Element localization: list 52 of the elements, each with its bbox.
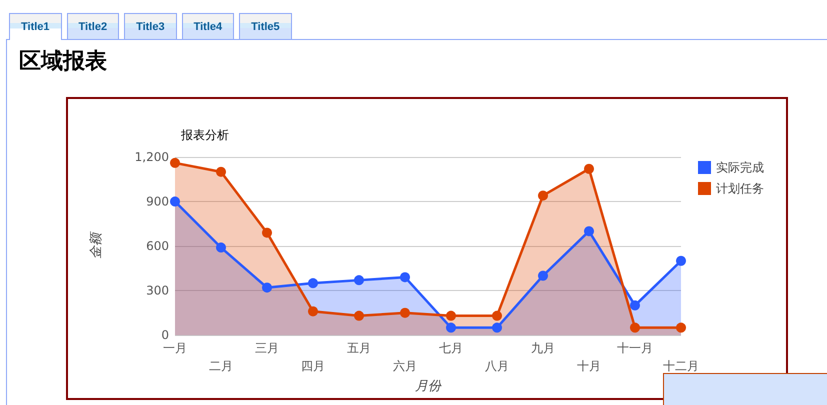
text: Title3: [124, 13, 177, 39]
x-tick-label: 二月: [209, 359, 233, 374]
text: Title5: [239, 13, 292, 39]
text: Title1: [9, 13, 62, 40]
point: [492, 322, 502, 333]
x-tick-label: 一月: [163, 341, 187, 356]
point: [216, 166, 226, 177]
point: [584, 226, 594, 236]
point: [630, 322, 640, 333]
x-tick-label: 十月: [577, 359, 601, 374]
point: [538, 190, 548, 201]
point: [170, 196, 180, 207]
point: [446, 310, 456, 321]
point: [492, 310, 502, 321]
point: [262, 228, 272, 238]
y-tick-label: 900: [146, 194, 169, 209]
point: [170, 158, 180, 168]
chart-title: 区域报表: [19, 48, 107, 76]
x-tick-label: 十二月: [663, 359, 699, 374]
y-tick-label: 0: [161, 328, 169, 342]
y-tick-label: 1,200: [134, 150, 169, 164]
chart-subtitle: 报表分析: [180, 128, 229, 142]
point: [400, 272, 410, 282]
point: [446, 322, 456, 333]
y-axis-title: 金额: [89, 231, 104, 260]
x-tick-label: 四月: [301, 359, 325, 374]
point: [308, 306, 318, 316]
point: [354, 275, 364, 286]
x-tick-label: 五月: [347, 341, 371, 356]
point: [676, 256, 686, 266]
x-axis-title: 月份: [415, 379, 442, 394]
x-tick-label: 六月: [393, 359, 417, 374]
y-tick-label: 300: [146, 284, 169, 298]
text: Title2: [66, 13, 120, 39]
legend-label: 计划任务: [716, 182, 764, 196]
point: [584, 164, 594, 174]
x-tick-label: 七月: [439, 341, 463, 356]
point: [630, 300, 640, 310]
point: [400, 308, 410, 318]
legend-label: 实际完成: [716, 160, 764, 174]
point: [262, 282, 272, 293]
text: Title4: [182, 13, 234, 39]
point: [216, 242, 226, 253]
point: [676, 322, 686, 333]
point: [354, 310, 364, 321]
y-tick-label: 600: [146, 239, 169, 254]
x-tick-label: 八月: [485, 359, 509, 374]
point: [538, 270, 548, 281]
point: [308, 278, 318, 288]
x-tick-label: 九月: [531, 341, 555, 356]
x-tick-label: 十一月: [617, 341, 653, 356]
x-tick-label: 三月: [255, 341, 279, 356]
